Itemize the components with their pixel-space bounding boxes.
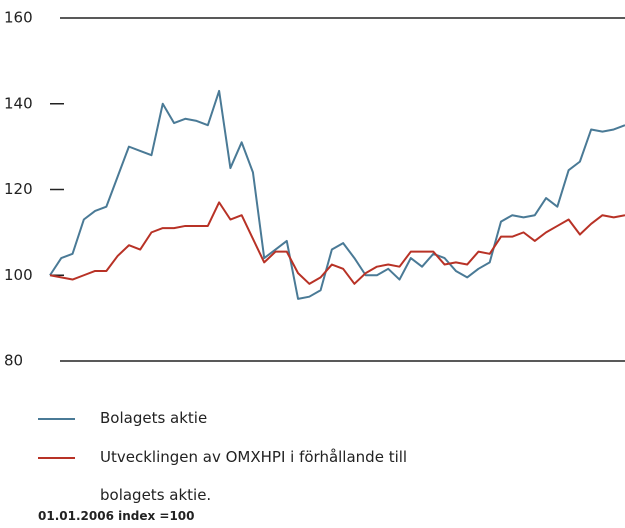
y-tick-label: 80 [4, 352, 23, 370]
series-line [49, 201, 625, 285]
legend-entry: Utvecklingen av OMXHPI i förhållande til… [38, 447, 460, 514]
legend-swatch [38, 418, 75, 420]
legend-swatch [38, 457, 75, 459]
legend-label: Bolagets aktie [100, 409, 208, 427]
note: 01.01.2006 index =100 [38, 509, 195, 523]
chart: 80 100 120 140 160 [4, 9, 625, 370]
legend-entry: Bolagets aktie [38, 408, 460, 437]
legend-label: Utvecklingen av OMXHPI i förhållande til… [100, 448, 408, 504]
series-line [49, 89, 625, 300]
y-tick-label: 160 [4, 9, 33, 27]
y-tick-label: 100 [4, 266, 33, 284]
y-tick-label: 140 [4, 94, 33, 112]
y-tick-label: 120 [4, 180, 33, 198]
